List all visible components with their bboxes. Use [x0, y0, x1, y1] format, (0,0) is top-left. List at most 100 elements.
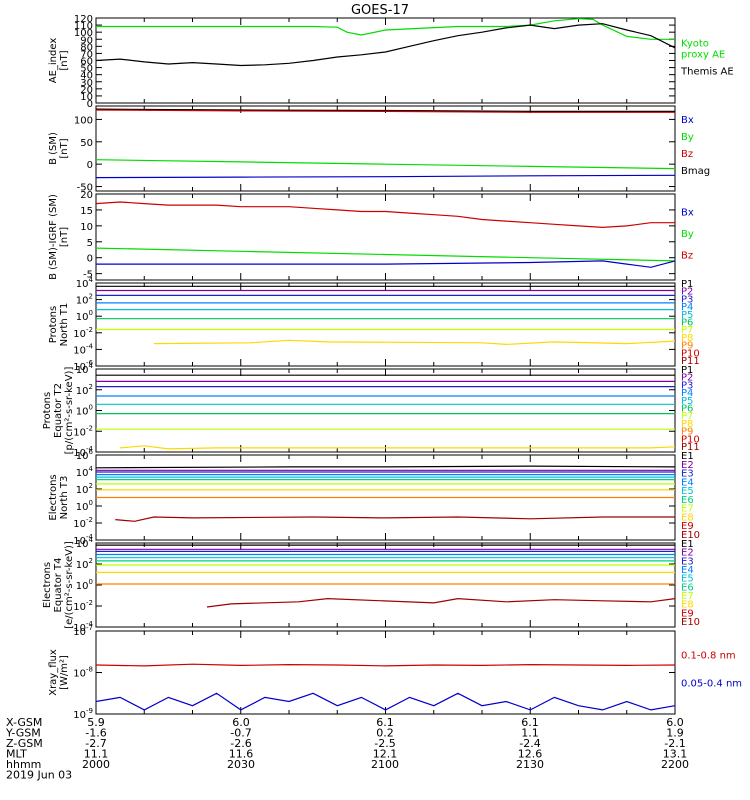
y-tick-label: 104 [76, 536, 94, 550]
series-kyoto-proxy-ae [96, 18, 675, 40]
y-tick-label: 104 [76, 362, 94, 376]
footer-value: 1.1 [521, 727, 539, 740]
legend-entry: Bz [681, 149, 693, 160]
series-bx [96, 260, 676, 268]
footer-row-label: Z-GSM [6, 737, 43, 750]
legend-entry: E2 [681, 548, 694, 559]
panel-frame [95, 105, 676, 192]
footer-value: 2000 [82, 758, 110, 771]
y-tick-label: 104 [76, 276, 94, 290]
footer-value: -0.7 [230, 727, 251, 740]
legend-entry: E6 [681, 495, 694, 506]
legend-entry: By [681, 132, 694, 143]
y-tick-label: 120 [74, 14, 93, 25]
y-tick-label: 102 [76, 482, 93, 496]
y-tick-label: -5 [83, 270, 93, 281]
footer-row-label: X-GSM [6, 716, 42, 729]
legend-entry: E7 [681, 504, 694, 515]
legend-entry: Bz [681, 251, 693, 262]
panels: 0102030405060708090100110120AE_index[nT]… [42, 14, 742, 721]
footer-value: 0.2 [376, 727, 394, 740]
legend-entry: E8 [681, 600, 694, 611]
y-tick-label: 15 [80, 206, 93, 217]
y-axis-label: AE_index[nT] [48, 38, 70, 84]
footer-value: -2.7 [85, 737, 106, 750]
y-tick-label: -50 [77, 183, 93, 194]
footer-value: 6.1 [376, 716, 394, 729]
footer-row-label: hhmm [6, 758, 41, 771]
legend-entry: E1 [681, 539, 694, 550]
legend-entry: E9 [681, 521, 694, 532]
y-tick-label: 100 [76, 309, 93, 323]
series-themis-ae [95, 23, 676, 67]
legend-entry: E10 [681, 617, 700, 628]
legend-entry: P7 [681, 411, 693, 422]
legend-entry: E7 [681, 591, 694, 602]
legend-entry: P1 [681, 279, 693, 290]
chart-title: GOES-17 [351, 3, 409, 18]
y-tick-label: 5 [87, 238, 93, 249]
legend-entry: P10 [681, 434, 700, 445]
legend-entry: P4 [681, 388, 693, 399]
series-p8 [153, 339, 676, 346]
legend-entry: P9 [681, 427, 693, 438]
legend-entry: E8 [681, 512, 694, 523]
legend-entry: P10 [681, 348, 700, 359]
y-tick-label: 10-7 [73, 624, 93, 638]
y-tick-label: 90 [80, 35, 93, 46]
y-axis-label: ProtonsNorth T1 [48, 303, 70, 347]
footer-row-label: MLT [6, 748, 27, 761]
footer-value: 2100 [371, 758, 399, 771]
legend-entry: E5 [681, 486, 694, 497]
legend-entry: P9 [681, 341, 693, 352]
series-bx [95, 174, 676, 179]
footer-value: -2.5 [374, 737, 395, 750]
legend-entry: P6 [681, 318, 693, 329]
y-axis-label: Xray_flux[W/m²] [48, 649, 70, 696]
footer-value: 6.0 [666, 716, 684, 729]
footer-value: 12.6 [518, 748, 543, 761]
y-tick-label: 10 [80, 222, 93, 233]
footer-value: 6.1 [521, 716, 539, 729]
y-tick-label: 10-2 [73, 326, 93, 340]
y-tick-label: 100 [74, 115, 93, 126]
y-tick-label: 104 [76, 465, 94, 479]
legend-entry: P3 [681, 294, 693, 305]
legend-entry: E4 [681, 565, 694, 576]
y-tick-label: 0 [87, 254, 93, 265]
y-tick-label: 110 [74, 21, 93, 32]
legend-entry: Bx [681, 208, 694, 219]
y-tick-label: 102 [76, 557, 93, 571]
legend-entry: P1 [681, 365, 693, 376]
panel-3: -5 0 5 10 15 20 B (SM)-IGRF (SM)[nT] Bx By Bz [48, 190, 694, 281]
series-bz [95, 201, 675, 229]
y-tick-label: 10-2 [73, 424, 93, 438]
footer-value: 13.1 [663, 748, 688, 761]
legend-entry: 0.05-0.4 nm [681, 678, 742, 689]
legend-entry: Themis AE [680, 67, 734, 78]
y-tick-label: 100 [76, 578, 93, 592]
panel-frame [95, 542, 676, 628]
panel-frame [95, 17, 676, 104]
footer-value: -2.4 [519, 737, 540, 750]
series-0-1-0-8-nm [95, 663, 676, 667]
footer-value: 1.9 [666, 727, 684, 740]
footer-value: 5.9 [87, 716, 105, 729]
legend-entry: P6 [681, 404, 693, 415]
legend-entry: E2 [681, 460, 694, 471]
y-tick-label: 10-8 [73, 666, 93, 680]
y-tick-label: 20 [80, 85, 93, 96]
y-axis-label: ProtonsEquator T2[p/(cm²-s-sr-keV)] [42, 367, 75, 455]
footer-value: -2.1 [664, 737, 685, 750]
series-bmag [95, 108, 675, 113]
y-tick-label: 102 [76, 293, 93, 307]
footer-value: -1.6 [85, 727, 106, 740]
legend-entry: P5 [681, 310, 693, 321]
y-tick-label: 40 [80, 71, 93, 82]
footer-ephemeris: X-GSM 5.9 6.0 6.1 6.1 6.0 Y-GSM -1.6 -0.7 0.2 1.1 1… [5, 716, 689, 782]
y-tick-label: 0 [87, 160, 93, 171]
